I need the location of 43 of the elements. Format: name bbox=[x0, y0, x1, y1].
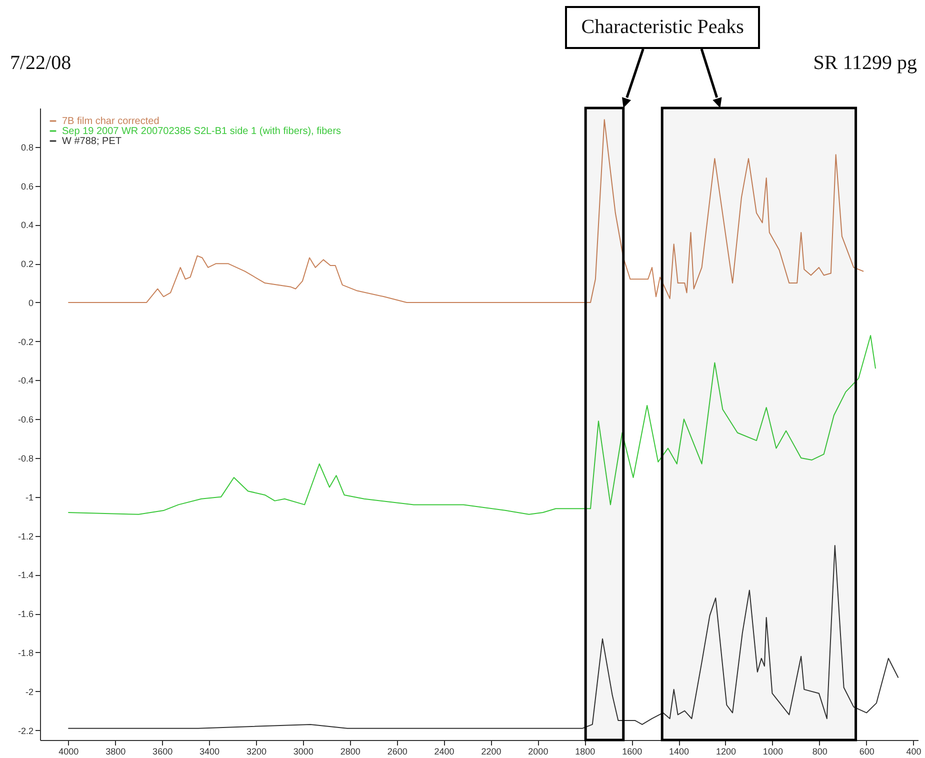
y-tick-label: -0.8 bbox=[18, 454, 34, 464]
x-tick-label: 800 bbox=[812, 746, 828, 756]
x-tick-label: 600 bbox=[859, 746, 874, 756]
y-tick-label: -2.2 bbox=[18, 726, 34, 736]
x-tick-label: 3200 bbox=[246, 746, 266, 756]
y-tick-label: -1 bbox=[25, 492, 34, 502]
x-tick-label: 3600 bbox=[152, 746, 173, 756]
x-tick-label: 3400 bbox=[200, 746, 220, 756]
x-tick-label: 1600 bbox=[622, 746, 642, 756]
y-tick-label: -2 bbox=[25, 686, 34, 697]
text: 7/22/08 bbox=[10, 52, 72, 75]
y-tick-label: -0.2 bbox=[18, 336, 34, 347]
y-tick-label: -1.8 bbox=[18, 648, 34, 658]
x-tick-label: 1000 bbox=[762, 746, 783, 756]
x-tick-label: 400 bbox=[906, 746, 922, 756]
x-tick-label: 4000 bbox=[58, 746, 79, 756]
x-tick-label: 3000 bbox=[293, 746, 314, 756]
x-tick-label: 2000 bbox=[528, 746, 548, 756]
y-tick-label: -1.6 bbox=[18, 609, 34, 620]
line-series bbox=[68, 335, 876, 515]
legend-label: Sep 19 2007 WR 200702385 S2L-B1 side 1 (with fibers), fibers bbox=[62, 126, 342, 137]
y-tick-label: 0.6 bbox=[20, 181, 34, 192]
x-tick-label: 1800 bbox=[575, 746, 596, 756]
y-tick-label: 0.8 bbox=[20, 142, 34, 152]
line-series bbox=[68, 545, 899, 729]
text: SR 11299 pg bbox=[813, 52, 917, 75]
y-tick-label: 0.2 bbox=[20, 259, 34, 270]
legend-label: 7B film char corrected bbox=[62, 116, 160, 127]
legend-label: W #788; PET bbox=[62, 136, 122, 147]
y-tick-label: 0 bbox=[28, 298, 34, 308]
x-tick-label: 2800 bbox=[340, 746, 360, 756]
x-tick-label: 3800 bbox=[106, 746, 126, 756]
y-tick-label: -0.4 bbox=[18, 376, 34, 386]
x-tick-label: 1400 bbox=[669, 746, 690, 756]
y-tick-label: 0.4 bbox=[20, 220, 34, 230]
text: Characteristic Peaks bbox=[565, 6, 760, 49]
x-tick-label: 1200 bbox=[716, 746, 736, 756]
y-tick-label: -1.4 bbox=[18, 570, 34, 580]
x-tick-label: 2200 bbox=[481, 746, 502, 756]
x-tick-label: 2600 bbox=[387, 746, 408, 756]
y-tick-label: -1.2 bbox=[18, 531, 34, 542]
x-tick-label: 2400 bbox=[434, 746, 454, 756]
y-tick-label: -0.6 bbox=[18, 414, 34, 425]
